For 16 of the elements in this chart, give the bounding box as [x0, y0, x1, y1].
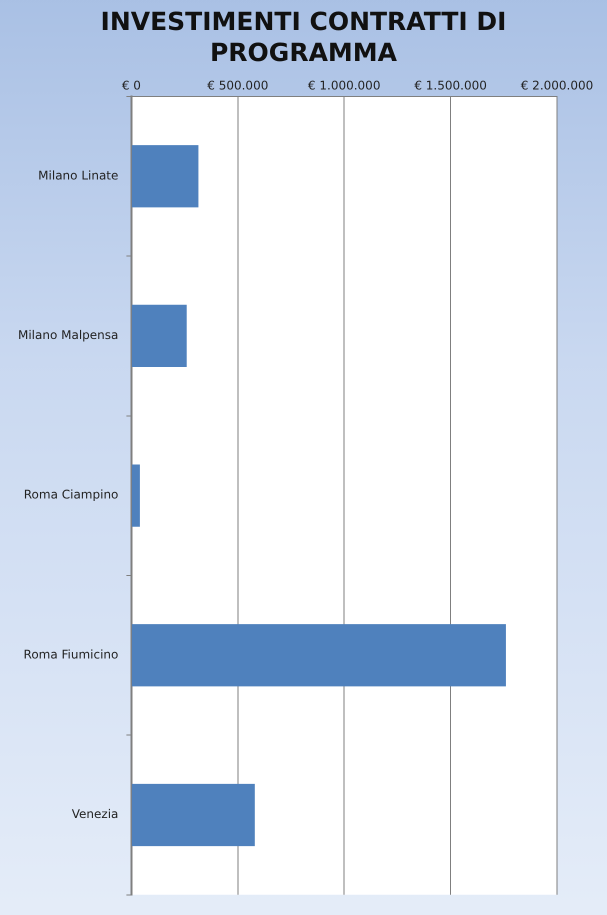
y-tick-label: Milano Linate	[38, 168, 118, 182]
bar	[132, 304, 187, 368]
x-tick-label: € 1.000.000	[308, 78, 380, 92]
y-tick-label: Milano Malpensa	[18, 328, 118, 342]
x-tick-label: € 2.000.000	[520, 78, 594, 92]
bar	[132, 145, 198, 208]
bar	[132, 624, 506, 686]
y-tick-label: Roma Fiumicino	[24, 647, 118, 662]
x-tick-label: € 1.500.000	[414, 78, 487, 92]
y-tick-label: Venezia	[72, 807, 118, 822]
x-tick-label: € 500.000	[207, 78, 268, 92]
y-tick-label: Roma Ciampino	[24, 488, 118, 502]
chart-title: INVESTIMENTI CONTRATTI DI PROGRAMMA	[100, 6, 507, 68]
bar	[132, 464, 140, 527]
bar	[132, 784, 255, 846]
x-tick-label: € 0	[122, 78, 141, 92]
